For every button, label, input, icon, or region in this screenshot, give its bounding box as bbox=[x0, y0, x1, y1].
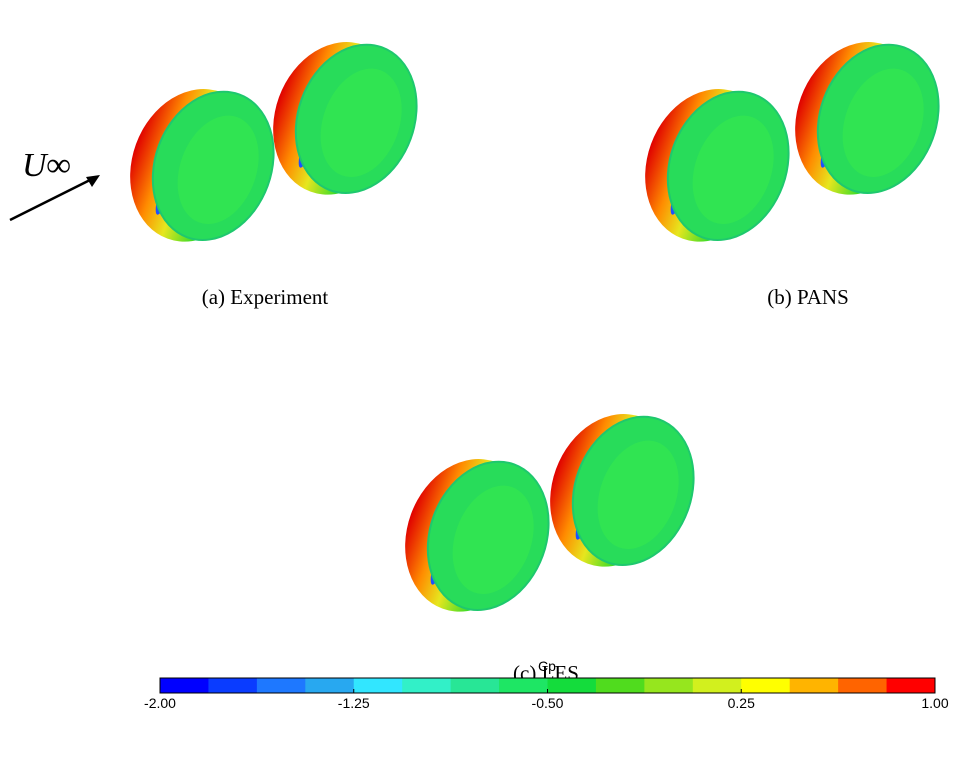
cylinder-pair bbox=[774, 20, 958, 218]
color-band bbox=[354, 678, 403, 693]
color-band bbox=[548, 678, 597, 693]
cylinder-pair bbox=[252, 20, 436, 218]
color-band bbox=[838, 678, 887, 693]
colorbar: -2.00 -1.25 -0.50 0.25 1.00 bbox=[144, 678, 949, 711]
color-band bbox=[644, 678, 693, 693]
colorbar-title: Cp bbox=[538, 658, 556, 674]
color-band bbox=[257, 678, 306, 693]
color-band bbox=[790, 678, 839, 693]
color-band bbox=[402, 678, 451, 693]
cylinder-pair bbox=[529, 392, 713, 590]
tick-label: -0.50 bbox=[532, 695, 564, 711]
cylinder-pair bbox=[624, 67, 808, 265]
color-band bbox=[305, 678, 354, 693]
color-band bbox=[160, 678, 209, 693]
color-band bbox=[693, 678, 742, 693]
tick-label: 0.25 bbox=[728, 695, 755, 711]
color-band bbox=[887, 678, 936, 693]
tick-label: -1.25 bbox=[338, 695, 370, 711]
figure: U∞ (a) Experiment (b) PANS (c) LES Cp -2… bbox=[0, 0, 958, 780]
tick-label: 1.00 bbox=[921, 695, 948, 711]
flow-label: U∞ bbox=[22, 147, 71, 184]
cylinder-pair bbox=[384, 437, 568, 635]
color-band bbox=[499, 678, 548, 693]
color-band bbox=[451, 678, 500, 693]
color-band bbox=[596, 678, 645, 693]
color-band bbox=[741, 678, 790, 693]
caption: (b) PANS bbox=[767, 285, 849, 309]
color-band bbox=[208, 678, 257, 693]
caption: (a) Experiment bbox=[202, 285, 329, 309]
cylinder-pair bbox=[109, 67, 293, 265]
tick-label: -2.00 bbox=[144, 695, 176, 711]
